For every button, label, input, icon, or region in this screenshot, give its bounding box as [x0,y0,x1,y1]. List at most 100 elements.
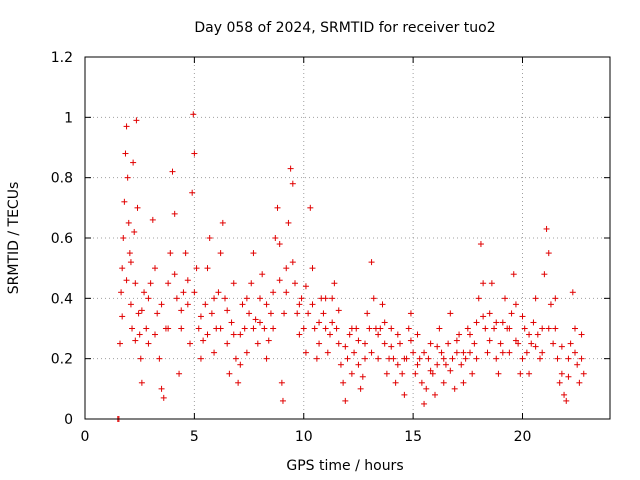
data-point [512,301,519,308]
data-point [399,370,406,377]
data-point [467,349,473,356]
data-point [414,331,421,338]
data-point [167,250,174,257]
data-point [502,295,508,302]
data-point [184,301,191,308]
data-point [425,355,432,362]
data-point [122,150,129,157]
data-point [486,310,493,317]
data-point [432,391,438,398]
data-point [131,228,138,235]
data-point [482,325,489,332]
data-point [320,310,327,317]
data-point [456,331,463,338]
data-point [322,295,329,302]
data-point [265,337,272,344]
data-point [187,340,193,347]
data-point [197,355,204,362]
data-point [335,340,342,347]
x-tick-label: 20 [514,429,532,445]
data-point [270,289,277,296]
data-point [276,277,283,284]
data-point [473,355,480,362]
data-point [421,400,428,407]
data-point [296,301,303,308]
data-point [309,265,316,272]
data-point [480,313,487,320]
data-point [526,331,533,338]
data-point [526,370,533,377]
y-tick-label: 1 [64,110,73,126]
data-point [243,295,250,302]
y-tick-label: 0.6 [51,231,73,247]
x-tick-label: 5 [190,429,199,445]
data-point [279,397,286,404]
data-point [145,295,152,302]
data-point [493,355,500,362]
data-point [539,349,546,356]
data-point [493,319,500,326]
data-point [388,343,395,350]
data-point [407,310,414,317]
data-point [362,340,368,347]
data-point [254,340,261,347]
data-point [305,310,312,317]
data-point [119,265,126,272]
data-point [427,340,434,347]
data-point [574,361,581,368]
data-point [552,325,559,332]
data-point [190,111,197,118]
data-point [169,168,176,175]
data-point [138,379,145,386]
data-point [541,271,548,278]
data-point [259,271,266,278]
data-point [283,265,290,272]
data-point [329,319,336,326]
data-point [530,319,537,326]
data-point [193,265,200,272]
data-point [208,310,215,317]
data-point [143,325,150,332]
data-point [397,340,403,347]
data-point [145,340,152,347]
data-point [118,289,125,296]
data-point [449,355,456,362]
data-point [377,325,384,332]
data-point [440,355,447,362]
data-point [351,349,358,356]
data-point [515,340,522,347]
data-point [300,325,307,332]
data-point [313,355,320,362]
data-point [311,325,318,332]
data-point [348,325,355,332]
data-point [278,379,285,386]
data-point [261,325,268,332]
x-tick-label: 0 [81,429,90,445]
data-point [119,313,126,320]
data-point [137,355,144,362]
data-point [117,340,123,347]
data-point [272,235,279,241]
data-point [252,316,259,323]
data-point [226,370,233,377]
data-point [370,295,377,302]
data-point [578,355,585,362]
data-point [453,349,460,356]
data-point [491,325,498,332]
data-point [580,370,587,377]
data-point [158,301,165,308]
data-point [572,325,578,332]
data-point [523,349,530,356]
data-point [537,355,543,362]
data-point [173,295,180,302]
data-point [237,331,244,338]
data-point [127,259,134,266]
y-tick-label: 0.8 [51,171,73,187]
data-point [451,385,458,392]
data-point [147,280,154,287]
data-point [447,310,454,317]
data-point [558,343,565,350]
data-point [184,277,191,284]
data-point [124,174,131,181]
